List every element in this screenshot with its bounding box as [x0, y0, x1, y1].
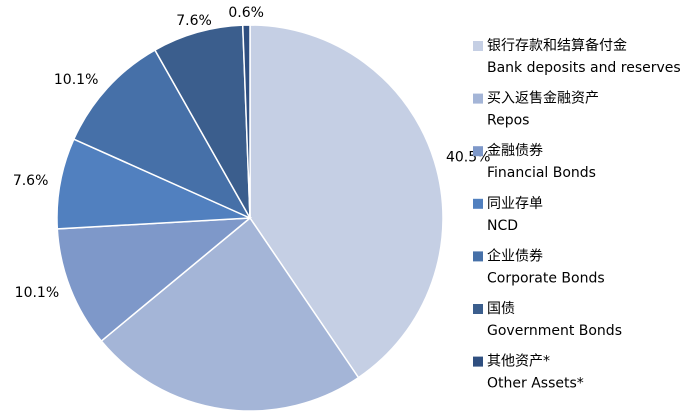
legend-label: Other Assets*: [487, 376, 584, 392]
data-label: 10.1%: [54, 72, 98, 88]
legend-label: 国债: [487, 301, 515, 317]
data-label: 7.6%: [176, 13, 212, 29]
legend-label: Government Bonds: [487, 323, 622, 339]
legend-label: 企业债券: [487, 247, 543, 264]
pie-slice: [56, 217, 253, 343]
legend-label: 同业存单: [487, 196, 543, 212]
legend-label: 买入返售金融资产: [487, 91, 599, 107]
legend-swatch: [473, 251, 483, 262]
legend-label: NCD: [487, 218, 518, 234]
legend-swatch: [473, 41, 483, 51]
legend-label: Repos: [487, 113, 529, 129]
pie-slice: [249, 24, 444, 379]
legend-label: 银行存款和结算备付金: [487, 37, 627, 54]
pie-slice: [72, 49, 252, 220]
legend-label: Financial Bonds: [487, 165, 596, 181]
legend-swatch: [473, 304, 483, 314]
legend-label: Corporate Bonds: [487, 270, 605, 286]
legend-swatch: [473, 93, 483, 104]
legend-label: 其他资产*: [487, 354, 550, 370]
data-label: 0.6%: [228, 5, 264, 21]
data-label: 40.5%: [446, 150, 490, 166]
data-label: 7.6%: [13, 173, 49, 189]
legend-swatch: [473, 146, 483, 157]
legend-swatch: [473, 198, 483, 209]
pie-slice: [100, 216, 360, 412]
data-label: 10.1%: [15, 285, 59, 301]
pie-slice: [241, 24, 251, 219]
legend-label: 金融债券: [487, 143, 543, 159]
legend-label: Bank deposits and reserves: [487, 60, 681, 76]
legend-swatch: [473, 356, 483, 367]
